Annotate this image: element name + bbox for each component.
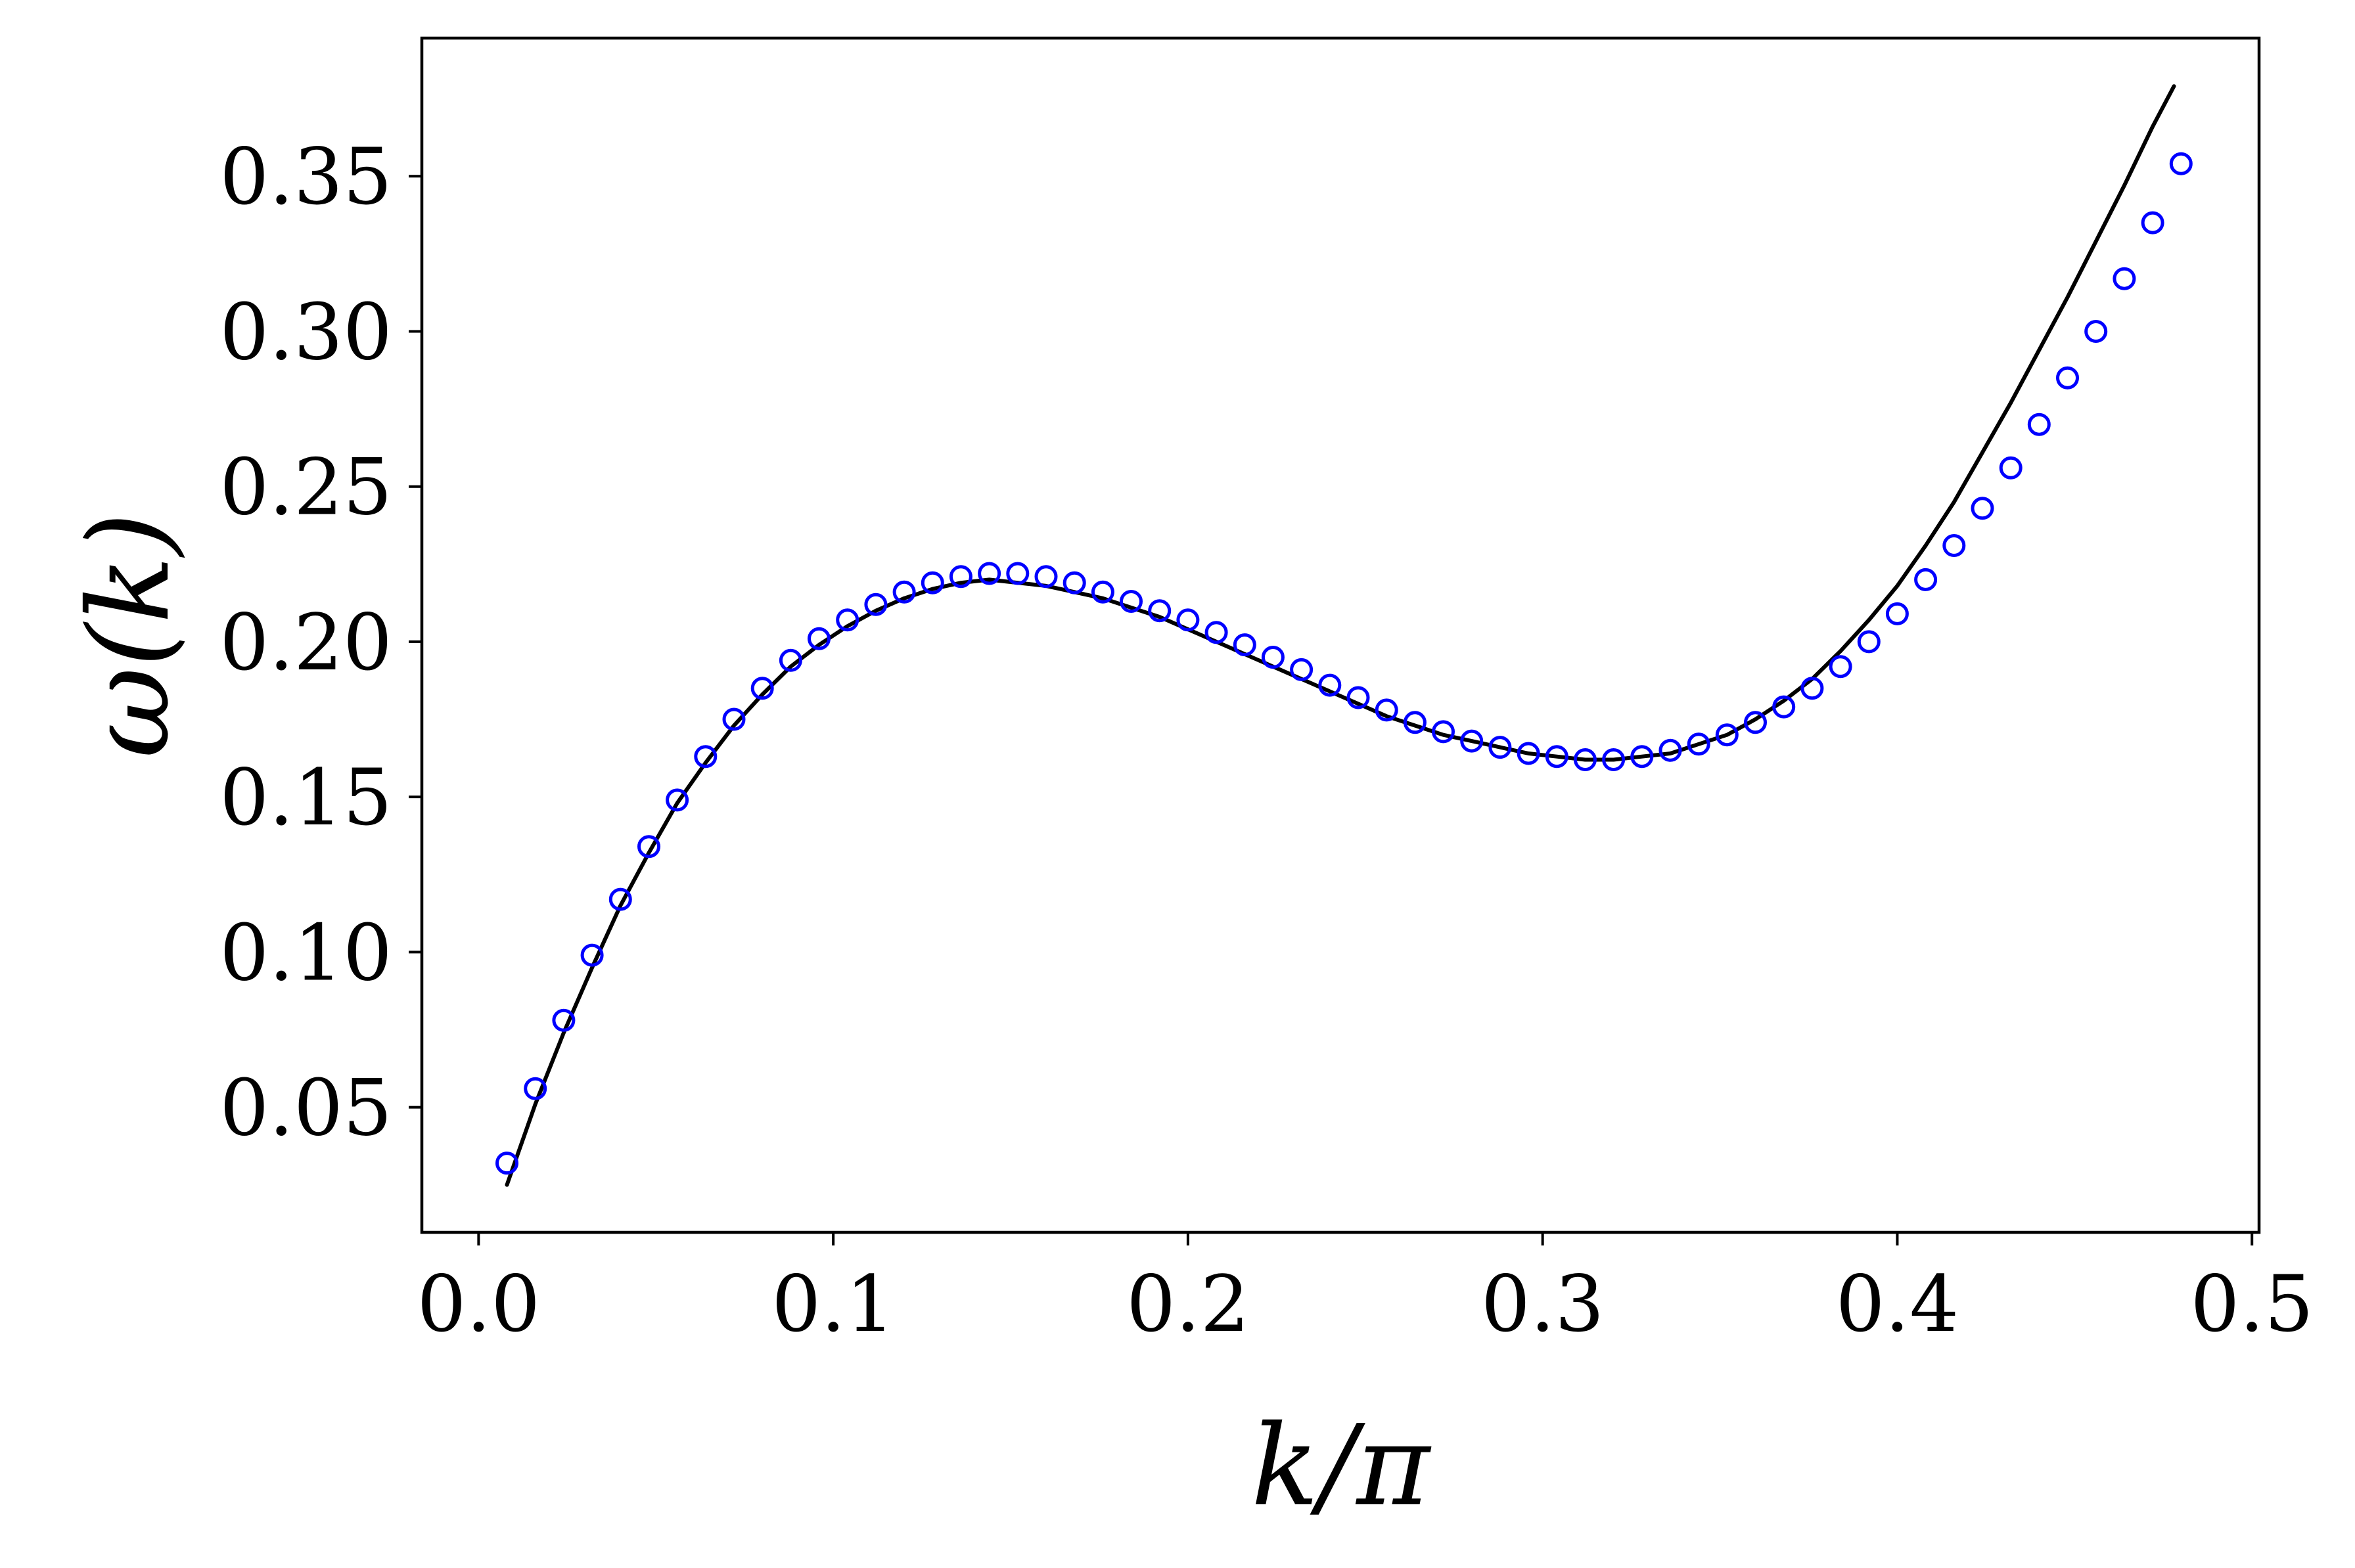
data-point [666, 788, 689, 812]
y-axis-label: ω(k) [64, 512, 194, 758]
data-point [1630, 745, 1654, 769]
data-point [1914, 568, 1938, 591]
data-point [1375, 698, 1398, 722]
data-point [1800, 677, 1824, 700]
data-point [1573, 748, 1597, 771]
data-point [750, 677, 774, 700]
data-point [2141, 211, 2164, 235]
data-point [1233, 633, 1256, 657]
y-tick-label: 0.15 [219, 752, 392, 843]
data-point [1517, 742, 1540, 765]
x-tick-label: 0.1 [771, 1259, 895, 1349]
data-point [1204, 621, 1228, 644]
data-point [1942, 534, 1966, 557]
data-point [524, 1077, 547, 1100]
data-point [1885, 602, 1909, 625]
x-axis-label: k/π [1251, 1401, 1432, 1531]
plot-frame [420, 36, 2261, 1234]
y-tick-label: 0.30 [219, 286, 392, 377]
data-point [1148, 599, 1172, 623]
data-point [1091, 580, 1114, 604]
data-point [1602, 748, 1626, 771]
data-point [1999, 456, 2023, 480]
data-point [921, 571, 944, 594]
x-tick-label: 0.3 [1481, 1259, 1605, 1349]
data-point [1120, 590, 1143, 613]
data-point [580, 943, 604, 967]
data-point [608, 887, 632, 911]
data-point [978, 562, 1001, 585]
y-tick-label: 0.05 [219, 1063, 392, 1154]
data-point [1261, 646, 1285, 669]
plot-area [495, 84, 2193, 1187]
data-point [1063, 571, 1086, 594]
x-tick-label: 0.5 [2190, 1259, 2314, 1349]
data-point [1744, 711, 1767, 734]
data-point [1545, 745, 1568, 769]
data-point [1346, 686, 1370, 709]
data-point [495, 1152, 518, 1175]
data-point [2113, 267, 2136, 290]
y-tick-label: 0.20 [219, 597, 392, 688]
data-point [637, 835, 660, 859]
data-point [808, 627, 831, 650]
data-point [1772, 695, 1796, 719]
data-point [1715, 723, 1739, 747]
x-tick-label: 0.0 [417, 1259, 541, 1349]
x-tick-label: 0.4 [1836, 1259, 1959, 1349]
data-point [864, 593, 888, 616]
data-point [892, 580, 916, 604]
axis-ticks: 0.0 0.1 0.2 0.3 0.4 0.5 0.05 0.10 0.15 0.20 0.25 0.… [219, 131, 2314, 1349]
data-point [1034, 565, 1058, 589]
data-point [836, 608, 859, 632]
data-point [1290, 658, 1314, 681]
x-tick-label: 0.2 [1126, 1259, 1250, 1349]
data-point [2027, 413, 2051, 436]
y-tick-label: 0.25 [219, 442, 392, 533]
data-point [1687, 732, 1710, 756]
data-point [1176, 608, 1200, 632]
data-point [1432, 720, 1455, 744]
data-point [552, 1008, 576, 1032]
data-point [949, 565, 972, 589]
data-point [1318, 673, 1342, 697]
data-point [1403, 711, 1427, 734]
data-point [1006, 562, 1030, 585]
data-point [722, 707, 746, 731]
y-tick-label: 0.35 [219, 131, 392, 222]
data-point [694, 745, 718, 769]
data-point [1488, 736, 1512, 759]
data-point [1971, 497, 1994, 520]
data-point [1658, 738, 1682, 762]
data-point [2169, 152, 2193, 175]
y-tick-label: 0.10 [219, 907, 392, 998]
data-point [1857, 630, 1881, 654]
data-point [2056, 366, 2079, 390]
series-line [505, 84, 2176, 1187]
data-point [1460, 729, 1484, 753]
data-point [2084, 320, 2108, 343]
data-point [779, 648, 802, 672]
data-point [1829, 655, 1852, 679]
